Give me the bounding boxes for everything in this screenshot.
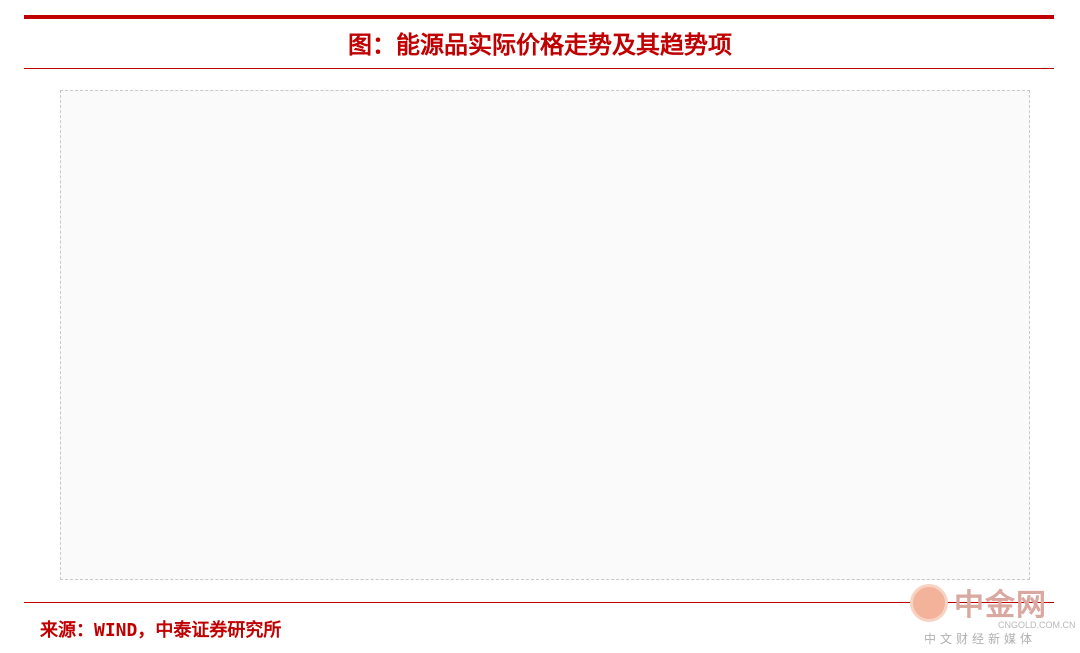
title-rule: [24, 68, 1054, 69]
source-note: 来源：WIND，中泰证券研究所: [40, 620, 282, 641]
footer-rule: [24, 602, 1054, 603]
page-title: 图：能源品实际价格走势及其趋势项: [348, 31, 732, 59]
watermark-name: 中金网: [954, 588, 1047, 623]
top-rule: [24, 15, 1054, 19]
watermark-logo-icon: [910, 584, 948, 622]
watermark-site: CNGOLD.COM.CN: [998, 620, 1076, 630]
watermark-tagline: 中文财经新媒体: [924, 632, 1037, 646]
chart-placeholder: [60, 90, 1030, 580]
watermark: 中金网 CNGOLD.COM.CN 中文财经新媒体: [906, 580, 1076, 648]
